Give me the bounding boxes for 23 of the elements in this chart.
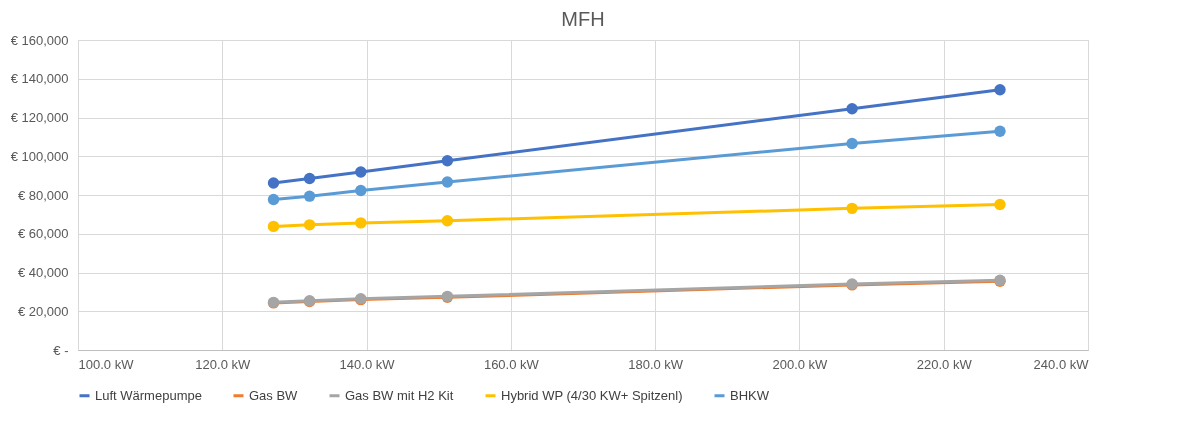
y-tick-label: € - bbox=[53, 342, 69, 358]
y-tick-label: € 80,000 bbox=[17, 187, 69, 203]
x-tick-label: 100.0 kW bbox=[78, 356, 135, 372]
y-tick-label: € 120,000 bbox=[10, 110, 69, 125]
x-tick-label: 140.0 kW bbox=[339, 356, 396, 372]
legend-label: Hybrid WP (4/30 KW+ Spitzenl) bbox=[501, 387, 683, 403]
y-tick-label: € 140,000 bbox=[10, 71, 69, 87]
x-tick-label: 120.0 kW bbox=[195, 356, 251, 372]
legend-label: BHKW bbox=[730, 387, 770, 403]
x-tick-label: 200.0 kW bbox=[772, 356, 829, 372]
legend-label: Gas BW mit H2 Kit bbox=[345, 387, 454, 403]
y-tick-label: € 60,000 bbox=[17, 226, 69, 242]
x-tick-label: 180.0 kW bbox=[628, 356, 684, 372]
x-tick-label: 240.0 kW bbox=[1033, 356, 1090, 372]
y-tick-label: € 20,000 bbox=[17, 303, 69, 319]
x-tick-label: 160.0 kW bbox=[483, 356, 540, 372]
y-tick-label: € 40,000 bbox=[17, 265, 69, 280]
x-tick-label: 220.0 kW bbox=[916, 356, 973, 372]
legend-label: Luft Wärmepumpe bbox=[95, 387, 202, 403]
chart-title: MFH bbox=[561, 8, 605, 30]
y-tick-label: € 100,000 bbox=[10, 148, 69, 164]
legend-label: Gas BW bbox=[249, 387, 299, 403]
y-tick-label: € 160,000 bbox=[10, 32, 69, 48]
